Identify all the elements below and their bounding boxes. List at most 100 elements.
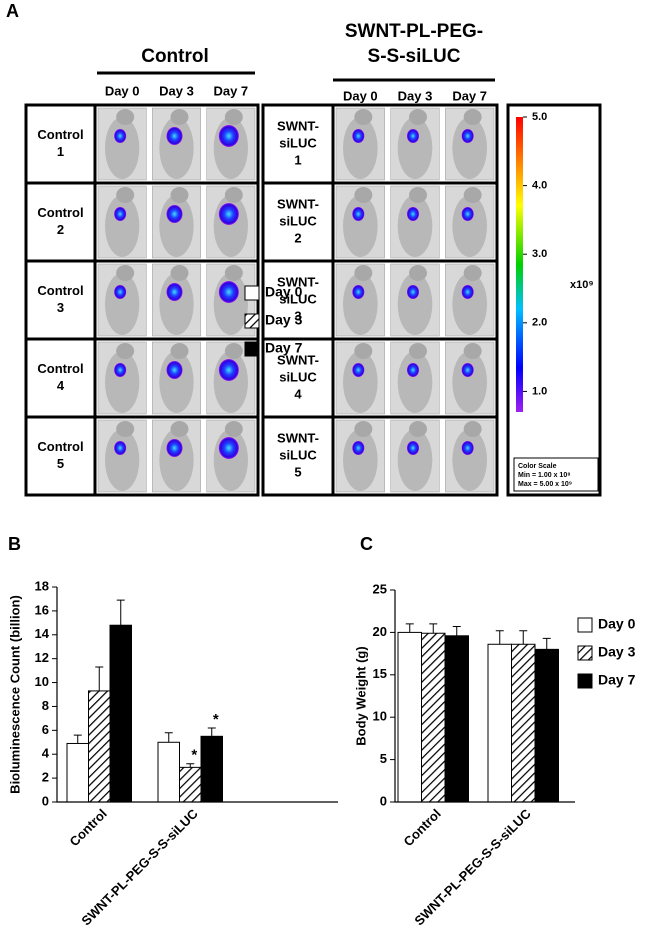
mouse-head [170,343,189,359]
scale-legend-text: Color Scale [518,463,557,470]
scale-legend-text: Min = 1.00 x 10⁸ [518,472,571,479]
bar [511,643,536,803]
bar [109,624,132,803]
mouse-head [224,187,243,203]
bar [487,643,512,803]
mouse-body [105,429,140,491]
row-label: 4 [57,378,65,393]
y-tick-label: 0 [42,793,49,808]
luminescence-signal [218,359,239,381]
y-tick-label: 5 [380,751,387,766]
luminescence-signal [352,441,365,455]
luminescence-signal [218,203,239,225]
y-tick-label: 25 [373,581,387,596]
error-bar [429,623,438,634]
row-label: Control [37,283,83,298]
legend-label: Day 0 [598,616,636,632]
row-label: 2 [294,230,301,245]
group-title: Control [141,46,209,67]
luminescence-signal [166,439,183,457]
mouse-head [354,265,373,281]
mouse-head [354,109,373,125]
luminescence-signal [461,363,474,377]
mouse-head [224,343,243,359]
row-label: siLUC [279,213,317,228]
bar [179,766,202,803]
legend-label: Day 3 [265,312,303,328]
error-bar [164,732,173,743]
error-bar [452,625,461,636]
scale-unit: x10⁹ [570,279,594,291]
row-label: Control [37,439,83,454]
mouse-body [397,195,433,257]
mouse-body [452,351,487,413]
error-bar [542,637,551,650]
row-label: 1 [294,152,301,167]
row-label: SWNT- [277,118,319,133]
legend-label: Day 7 [598,672,636,688]
row-label: siLUC [279,291,317,306]
bar [534,648,559,803]
mouse-body [105,273,140,335]
day-label: Day 7 [213,83,248,98]
day-label: Day 0 [105,83,140,98]
mouse-head [463,187,482,203]
panel-label: C [360,534,373,554]
error-bar [405,623,414,633]
legend-swatch [577,617,593,633]
luminescence-signal [114,441,127,455]
mouse-body [452,273,487,335]
row-label: SWNT- [277,196,319,211]
mouse-head [463,265,482,281]
luminescence-signal [407,207,419,221]
mouse-body [105,195,140,257]
group-box [261,103,499,497]
mouse-body [397,273,433,335]
error-bar [95,666,104,691]
scale-legend-text: Max = 5.00 x 10⁹ [518,481,572,488]
luminescence-signal [114,207,127,221]
mouse-body [397,351,433,413]
luminescence-signal [352,207,365,221]
luminescence-signal [407,285,419,299]
legend-swatch [244,313,260,329]
mouse-body [343,117,378,179]
bar [421,632,446,803]
scale-box [506,103,602,497]
row-label: 5 [57,456,64,471]
luminescence-signal [218,437,239,459]
mouse-body [159,351,194,413]
luminescence-signal [166,361,183,379]
y-tick-label: 10 [373,709,387,724]
significance-mark: * [213,711,219,728]
bar [397,631,422,803]
mouse-body [343,195,378,257]
legend-swatch [577,645,593,661]
mouse-body [105,117,140,179]
luminescence-signal [461,285,474,299]
mouse-head [409,109,427,125]
panel-label: A [6,1,19,21]
row-label: Control [37,361,83,376]
mouse-head [116,265,135,281]
scale-legend-box [513,457,599,492]
mouse-head [116,187,135,203]
mouse-head [354,421,373,437]
y-axis-title: Bioluminescence Count (billion) [7,595,22,794]
row-label: Control [37,205,83,220]
mouse-body [159,117,194,179]
mouse-head [116,109,135,125]
row-label: SWNT- [277,430,319,445]
color-bar [516,117,523,412]
group-title: S-S-siLUC [368,46,461,67]
legend-swatch [577,673,593,689]
day-label: Day 3 [159,83,194,98]
row-label: SWNT- [277,352,319,367]
error-bar [519,630,528,645]
legend-label: Day 0 [265,284,303,300]
x-tick-label: Control [67,806,110,849]
mouse-head [409,265,427,281]
mouse-head [354,187,373,203]
mouse-head [463,109,482,125]
